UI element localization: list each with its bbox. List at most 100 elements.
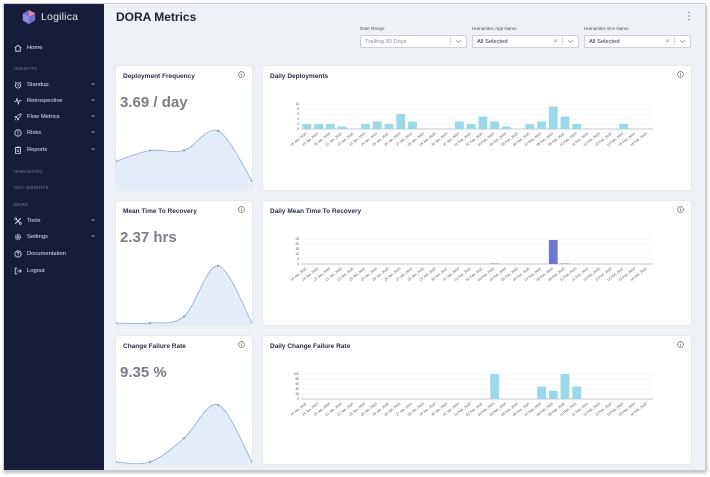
daily-mttr-card: Daily Mean Time To Recovery 0 5 10 15 20 25 18… [263, 201, 691, 325]
sparkline-area [116, 265, 252, 325]
sidebar-item-settings[interactable]: Settings [14, 231, 98, 243]
deployment-frequency-card: Deployment Frequency 3.69 / day [116, 66, 252, 190]
chevron-down-icon[interactable] [679, 39, 686, 44]
clear-icon[interactable]: ✕ [664, 39, 670, 45]
bar[interactable] [548, 390, 558, 399]
bar[interactable] [478, 116, 488, 130]
bar[interactable] [337, 126, 347, 130]
bar[interactable] [408, 121, 417, 130]
card-title: Daily Mean Time To Recovery [270, 208, 362, 215]
env-name-select[interactable]: All Selected ✕ [584, 35, 691, 48]
app-name: Logilica [41, 11, 79, 23]
more-options-icon[interactable] [687, 11, 691, 21]
bar[interactable] [572, 124, 582, 129]
divider [562, 38, 563, 45]
bar[interactable] [384, 124, 394, 129]
info-icon[interactable] [238, 71, 245, 78]
sparkline-point [149, 149, 151, 152]
sidebar-item-reports[interactable]: Reports [14, 144, 98, 156]
sidebar-item-label: Home [27, 45, 43, 51]
bar[interactable] [619, 124, 629, 129]
card-title: Change Failure Rate [123, 343, 186, 350]
bar[interactable] [372, 121, 382, 130]
bar[interactable] [455, 121, 464, 130]
sidebar-item-flow-metrics[interactable]: Flow Metrics [14, 111, 98, 123]
sidebar-section-more: MORE [14, 202, 29, 207]
bar[interactable] [466, 124, 476, 129]
mttr-card: Mean Time To Recovery 2.37 hrs [116, 201, 252, 325]
chevron-down-icon [91, 83, 95, 86]
bar[interactable] [548, 106, 558, 130]
sidebar-item-standup[interactable]: Standup [14, 79, 98, 91]
app-name-value: All Selected [477, 39, 508, 45]
sparkline-point [251, 322, 252, 324]
clipboard-icon [15, 146, 21, 154]
bar[interactable] [548, 240, 558, 264]
clear-icon[interactable]: ✕ [552, 39, 558, 45]
sidebar-item-label: Settings [27, 234, 48, 240]
home-icon [14, 44, 22, 52]
bar[interactable] [325, 124, 335, 129]
sidebar-item-tools[interactable]: Tools [14, 215, 98, 227]
chevron-down-icon[interactable] [455, 39, 462, 44]
date-range-filter: Date Range Trailing 30 Days [360, 26, 467, 48]
y-tick-label: 100 [294, 372, 300, 376]
main-content: DORA Metrics Date Range Trailing 30 Days… [104, 4, 705, 470]
sidebar-item-label: Risks [27, 130, 42, 136]
y-tick-label: 5 [297, 257, 299, 261]
bar[interactable] [537, 386, 546, 400]
chevron-down-icon[interactable] [567, 39, 574, 44]
bar[interactable] [525, 124, 535, 129]
sidebar-item-logout[interactable]: Logout [14, 265, 98, 277]
bar[interactable] [560, 374, 570, 399]
y-tick-label: 4 [297, 117, 299, 121]
sidebar-section-humanitec: HUMANITEC [14, 169, 43, 174]
y-tick-label: 2 [297, 122, 299, 126]
bar[interactable] [537, 121, 546, 130]
bar[interactable] [501, 126, 511, 130]
sidebar-section-insights: INSIGHTS [14, 66, 38, 71]
sparkline-point [217, 264, 219, 267]
info-icon[interactable] [677, 71, 684, 78]
info-icon[interactable] [677, 206, 684, 213]
sparkline-point [116, 160, 117, 163]
bar[interactable] [560, 116, 570, 130]
clock-icon [14, 81, 22, 89]
sidebar-item-label: Reports [27, 147, 48, 153]
info-icon[interactable] [238, 341, 245, 348]
sidebar-item-documentation[interactable]: Documentation [14, 248, 98, 260]
bar[interactable] [361, 124, 370, 129]
sparkline-chart [116, 129, 252, 190]
sparkline-point [183, 315, 185, 318]
tools-icon [14, 217, 22, 225]
bar[interactable] [490, 121, 499, 130]
app-name-filter: Humanitec App Name All Selected ✕ [472, 26, 579, 48]
bar[interactable] [490, 263, 499, 265]
sidebar-item-label: Tools [27, 218, 41, 224]
app-window: Logilica Home INSIGHTS Standup Retrospec… [3, 3, 706, 471]
bar[interactable] [314, 124, 323, 129]
app-name-select[interactable]: All Selected ✕ [472, 35, 579, 48]
y-tick-label: 60 [295, 382, 299, 386]
y-tick-label: 0 [297, 262, 299, 266]
sparkline-chart [116, 403, 252, 464]
bar[interactable] [572, 386, 582, 400]
sidebar-item-home[interactable]: Home [14, 42, 98, 54]
bar[interactable] [396, 114, 406, 129]
sidebar-item-risks[interactable]: Risks [14, 127, 98, 139]
sidebar-item-retrospective[interactable]: Retrospective [14, 95, 98, 107]
date-range-select[interactable]: Trailing 30 Days [360, 35, 467, 48]
bar[interactable] [302, 124, 312, 129]
daily-deployments-card: Daily Deployments 0 2 4 6 8 10 18 Jan, 2020 19 … [263, 66, 691, 190]
info-icon[interactable] [238, 206, 245, 213]
chevron-down-icon [91, 115, 95, 118]
y-tick-label: 10 [295, 252, 299, 256]
question-icon [14, 250, 22, 258]
logo[interactable]: Logilica [22, 9, 78, 25]
bar[interactable] [490, 374, 499, 399]
sidebar-item-label: Flow Metrics [27, 114, 60, 120]
bar[interactable] [560, 263, 570, 265]
info-icon[interactable] [677, 341, 684, 348]
sparkline-point [183, 437, 185, 440]
card-title: Daily Change Failure Rate [270, 343, 351, 350]
